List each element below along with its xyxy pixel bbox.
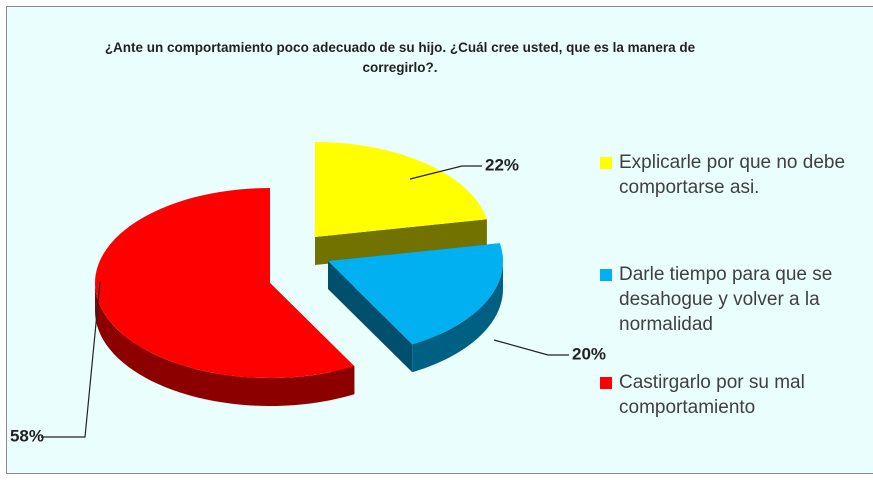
legend-swatch	[600, 269, 612, 281]
legend-swatch	[600, 377, 612, 389]
legend-item: Explicarle por que no debe comportarse a…	[600, 150, 870, 200]
slice-side	[95, 283, 355, 406]
legend-item: Castirgarlo por su mal comportamiento	[600, 370, 870, 420]
legend-label: Castirgarlo por su mal comportamiento	[619, 372, 805, 418]
leader-line	[41, 281, 101, 438]
legend-swatch	[600, 157, 612, 169]
legend-item: Darle tiempo para que se desahogue y vol…	[600, 262, 870, 337]
data-label: 20%	[572, 344, 606, 363]
slice-wall	[315, 219, 487, 265]
slice-wall	[328, 261, 413, 373]
data-label: 22%	[485, 155, 519, 174]
slice-side	[412, 261, 503, 373]
chart-title: ¿Ante un comportamiento poco adecuado de…	[104, 40, 696, 75]
slice	[315, 142, 487, 237]
leader-line	[493, 339, 569, 356]
slice	[328, 243, 503, 345]
data-label: 58%	[10, 426, 44, 445]
slice	[95, 188, 355, 378]
legend-label: Darle tiempo para que se desahogue y vol…	[619, 264, 833, 335]
leader-line	[409, 165, 482, 180]
legend-label: Explicarle por que no debe comportarse a…	[619, 152, 846, 198]
